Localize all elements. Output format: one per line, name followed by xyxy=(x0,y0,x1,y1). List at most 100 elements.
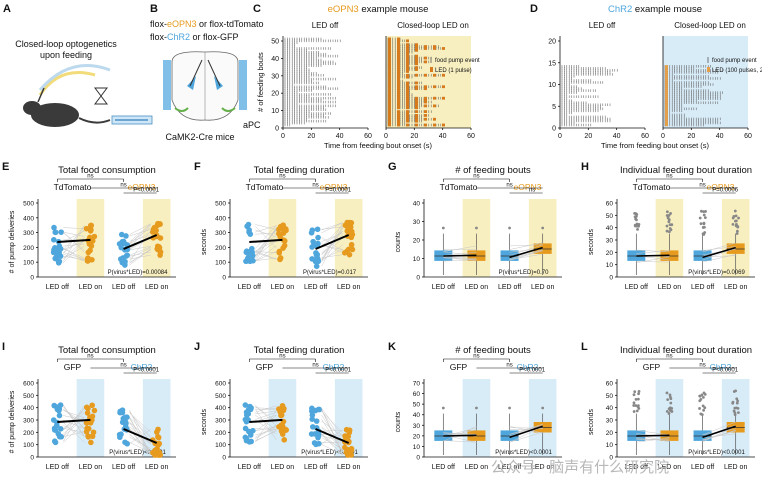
data-point xyxy=(117,434,123,441)
x-axis-label: Time from feeding bout onset (s) xyxy=(324,141,433,150)
light-fiber-left xyxy=(163,60,171,110)
data-point xyxy=(155,426,161,433)
sig-label: P<0.0001 xyxy=(325,368,352,374)
led-pulse xyxy=(415,66,418,70)
data-point xyxy=(155,246,161,253)
y-tick-label: 20 xyxy=(606,430,614,437)
panel-h: H Individual feeding bout duration TdTomat… xyxy=(581,161,755,291)
x-tick-label: LED off xyxy=(304,464,327,471)
y-tick-label: 30 xyxy=(271,73,279,80)
x-tick-label: LED off xyxy=(112,464,135,471)
opsin-label: ChR2 xyxy=(131,362,153,372)
led-pulse xyxy=(397,60,400,64)
subject-line xyxy=(129,249,151,263)
y-tick-label: 50 xyxy=(413,402,421,409)
led-pulse xyxy=(388,106,391,110)
legend-label: food pump event xyxy=(435,58,480,64)
outlier-point xyxy=(637,390,641,393)
outlier-point xyxy=(702,408,705,412)
led-pulse xyxy=(665,105,668,108)
subject-line xyxy=(509,253,543,260)
data-point xyxy=(314,251,321,258)
y-tick-label: 0 xyxy=(416,455,420,462)
control-label: GFP xyxy=(64,362,82,372)
outlier-point xyxy=(634,397,638,401)
led-pulse xyxy=(406,112,409,115)
data-point xyxy=(56,243,63,249)
data-point xyxy=(156,440,163,447)
led-pulse xyxy=(397,106,400,110)
data-point xyxy=(278,412,285,418)
outlier-point xyxy=(734,219,738,223)
led-pulse xyxy=(406,92,409,96)
x-tick-label: LED on xyxy=(337,284,360,291)
y-tick-label: 10 xyxy=(606,262,614,269)
mean-line xyxy=(123,428,158,444)
x-tick-label: 20 xyxy=(307,133,315,140)
construct-line: flox-ChR2 or flox-GFP xyxy=(150,32,239,42)
construct-text: flox- xyxy=(150,32,167,42)
data-point xyxy=(51,224,57,231)
interaction-label: P(virus*LED)=0.70 xyxy=(499,270,550,276)
x-tick-label: 60 xyxy=(641,133,649,140)
outlier-point xyxy=(632,393,636,397)
led-pulse xyxy=(665,97,668,100)
y-tick-label: 0 xyxy=(30,455,34,462)
led-pulse xyxy=(415,54,418,58)
led-pulse xyxy=(397,54,400,58)
outlier-point xyxy=(475,226,478,230)
subject-line xyxy=(255,408,277,410)
light-fiber-right xyxy=(239,60,247,110)
x-tick-label: LED on xyxy=(531,284,554,291)
sig-label: ns xyxy=(506,183,512,189)
sig-label: P<0.0001 xyxy=(712,368,739,374)
data-point xyxy=(91,233,98,240)
led-pulse xyxy=(388,115,391,119)
subject-line xyxy=(443,440,477,443)
construct-opsin: ChR2 xyxy=(167,32,190,42)
led-pulse xyxy=(397,115,400,119)
sig-label: ns xyxy=(699,183,705,189)
led-pulse xyxy=(424,45,427,48)
x-tick-label: LED on xyxy=(337,464,360,471)
led-pulse xyxy=(424,85,427,89)
led-pulse xyxy=(388,114,391,117)
led-pulse xyxy=(406,106,409,110)
apc-region-right xyxy=(221,107,236,112)
data-point xyxy=(83,225,90,232)
led-pulse xyxy=(415,47,418,50)
data-point xyxy=(309,416,316,423)
led-pulse xyxy=(388,110,391,114)
outlier-point xyxy=(632,401,636,405)
subject-line xyxy=(255,404,277,427)
panel-g: G # of feeding bouts TdTomato eOPN3 40 30 20 10… xyxy=(388,161,562,291)
y-tick-label: 20 xyxy=(271,91,279,98)
subject-line xyxy=(63,248,85,259)
outlier-point xyxy=(508,406,511,410)
x-tick-label: 60 xyxy=(744,133,752,140)
led-pulse xyxy=(665,93,668,96)
subject-line xyxy=(63,255,85,260)
outlier-point xyxy=(541,226,545,230)
led-pulse xyxy=(406,81,409,85)
x-tick-label: LED on xyxy=(271,464,294,471)
led-pulse xyxy=(665,101,668,104)
data-point xyxy=(316,440,322,447)
x-tick-label: LED on xyxy=(465,284,488,291)
outlier-point xyxy=(669,401,673,405)
subject-line xyxy=(443,245,477,252)
led-pulse xyxy=(415,43,418,47)
data-point xyxy=(246,227,252,233)
y-tick-label: 200 xyxy=(23,245,34,252)
fiber-left xyxy=(189,59,203,87)
subject-line xyxy=(63,240,85,251)
led-pulse xyxy=(415,115,418,119)
x-tick-label: LED off xyxy=(691,284,714,291)
y-tick-label: 0 xyxy=(609,275,613,282)
panel-title: Total food consumption xyxy=(58,345,156,356)
outlier-point xyxy=(735,401,739,405)
outlier-point xyxy=(698,407,701,410)
led-pulse xyxy=(388,68,391,71)
subject-line xyxy=(702,421,736,436)
